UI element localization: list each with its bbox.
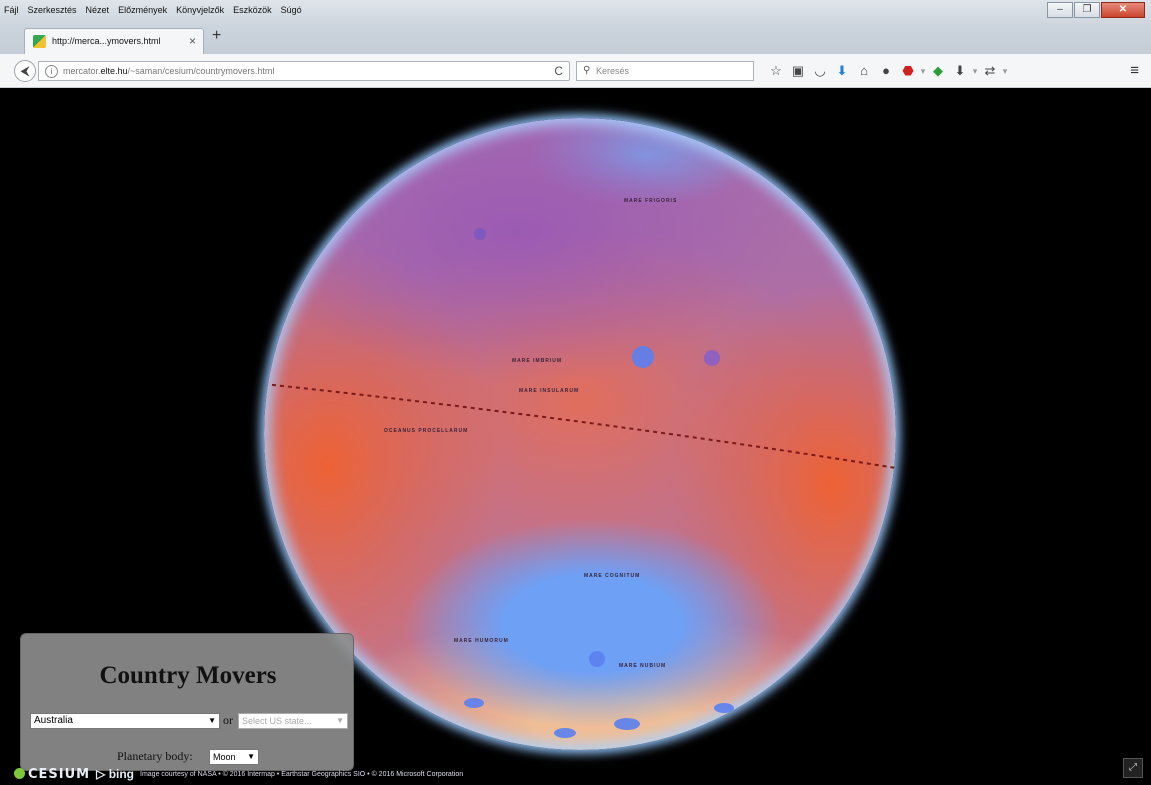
info-icon[interactable]: i xyxy=(45,65,58,78)
home-icon[interactable]: ⌂ xyxy=(860,63,868,78)
map-label: OCEANUS PROCELLARUM xyxy=(384,428,469,434)
dropdown-caret-icon[interactable]: ▾ xyxy=(920,66,926,76)
restore-button[interactable]: ❐ xyxy=(1074,2,1100,18)
map-label: MARE IMBRIUM xyxy=(512,358,563,364)
map-label: MARE HUMORUM xyxy=(454,638,509,644)
crater xyxy=(704,350,720,366)
menu-item-bookmarks[interactable]: Könyvjelzők xyxy=(176,5,225,15)
planetary-body-label: Planetary body: xyxy=(117,749,193,763)
search-input[interactable]: ⚲ Keresés xyxy=(576,61,754,81)
planetary-body-select[interactable]: Moon ▼ xyxy=(209,749,259,765)
menu-item-file[interactable]: Fájl xyxy=(4,5,19,15)
adblock-icon[interactable]: ⬣ xyxy=(902,63,914,78)
map-label: MARE NUBIUM xyxy=(619,663,667,669)
crater xyxy=(632,346,654,368)
search-icon: ⚲ xyxy=(583,65,591,76)
panel-title: Country Movers xyxy=(99,662,277,689)
reload-icon[interactable]: C xyxy=(554,64,563,78)
menu-item-view[interactable]: Nézet xyxy=(85,5,110,15)
us-state-select[interactable]: Select US state... ▼ xyxy=(238,713,348,729)
chevron-down-icon: ▼ xyxy=(336,716,344,725)
credits-bar: CESIUM ▷ bing Image courtesy of NASA • ©… xyxy=(14,766,463,782)
crater xyxy=(474,228,486,240)
window-controls: – ❐ ✕ xyxy=(1047,2,1145,18)
dropdown-caret-icon[interactable]: ▾ xyxy=(972,66,978,76)
favicon-icon xyxy=(33,35,46,48)
search-placeholder: Keresés xyxy=(596,66,630,76)
download-icon[interactable]: ⬇ xyxy=(954,63,966,78)
tab-title: http://merca...ymovers.html xyxy=(52,36,161,46)
map-label: MARE INSULARUM xyxy=(519,388,580,394)
tab-close-icon[interactable]: × xyxy=(188,34,196,48)
toolbar-icons: ☆ ▣ ◡ ⬇ ⌂ ● ⬣ ▾ ◆ ⬇ ▾ ⇄ ▾ xyxy=(765,62,1009,80)
crater xyxy=(784,678,802,688)
crater xyxy=(614,718,640,730)
chevron-down-icon: ▼ xyxy=(208,716,216,725)
browser-tab[interactable]: http://merca...ymovers.html × xyxy=(24,28,204,54)
star-icon[interactable]: ☆ xyxy=(770,63,782,78)
map-label: MARE COGNITUM xyxy=(584,573,641,579)
crater xyxy=(589,651,605,667)
menu-item-history[interactable]: Előzmények xyxy=(118,5,168,15)
country-movers-panel: Country Movers Australia ▼ or Select US s… xyxy=(20,633,354,771)
bing-logo[interactable]: ▷ bing xyxy=(96,767,135,781)
pocket-icon[interactable]: ◡ xyxy=(814,63,826,78)
extension-badge-icon[interactable]: ◆ xyxy=(933,63,943,78)
url-bar[interactable]: i mercator.elte.hu/~saman/cesium/country… xyxy=(38,61,570,81)
or-label: or xyxy=(223,713,233,727)
crater xyxy=(464,698,484,708)
equator-line xyxy=(264,383,896,469)
new-tab-button[interactable]: + xyxy=(212,27,222,44)
menu-item-edit[interactable]: Szerkesztés xyxy=(27,5,77,15)
close-window-button[interactable]: ✕ xyxy=(1101,2,1145,18)
crater xyxy=(714,703,734,713)
download-arrow-icon[interactable]: ⬇ xyxy=(836,63,848,78)
dropdown-caret-icon[interactable]: ▾ xyxy=(1002,66,1008,76)
url-text: mercator.elte.hu/~saman/cesium/countrymo… xyxy=(63,66,275,76)
clipboard-icon[interactable]: ▣ xyxy=(791,63,805,78)
cesium-logo[interactable]: CESIUM xyxy=(14,767,90,782)
tab-bar: http://merca...ymovers.html × xyxy=(0,24,1151,54)
country-select[interactable]: Australia ▼ xyxy=(30,713,220,729)
moon-globe[interactable]: MARE IMBRIUM MARE FRIGORIS MARE NUBIUM M… xyxy=(264,118,896,750)
chat-icon[interactable]: ● xyxy=(882,63,890,78)
hamburger-menu-icon[interactable]: ≡ xyxy=(1130,62,1139,79)
minimize-button[interactable]: – xyxy=(1047,2,1073,18)
chevron-down-icon: ▼ xyxy=(247,752,255,761)
map-label: MARE FRIGORIS xyxy=(624,198,678,204)
crater xyxy=(554,728,576,738)
menu-item-help[interactable]: Súgó xyxy=(280,5,302,15)
attribution-text: Image courtesy of NASA • © 2016 Intermap… xyxy=(140,770,464,778)
sync-icon[interactable]: ⇄ xyxy=(984,63,996,78)
fullscreen-icon[interactable]: ⤢ xyxy=(1123,758,1143,778)
menu-bar: Fájl Szerkesztés Nézet Előzmények Könyvj… xyxy=(4,5,302,15)
navigation-bar: ⮜ i mercator.elte.hu/~saman/cesium/count… xyxy=(0,54,1151,88)
back-button[interactable]: ⮜ xyxy=(14,60,36,82)
menu-item-tools[interactable]: Eszközök xyxy=(233,5,272,15)
title-menu-bar: Fájl Szerkesztés Nézet Előzmények Könyvj… xyxy=(0,0,1151,24)
cesium-dot-icon xyxy=(14,767,25,779)
